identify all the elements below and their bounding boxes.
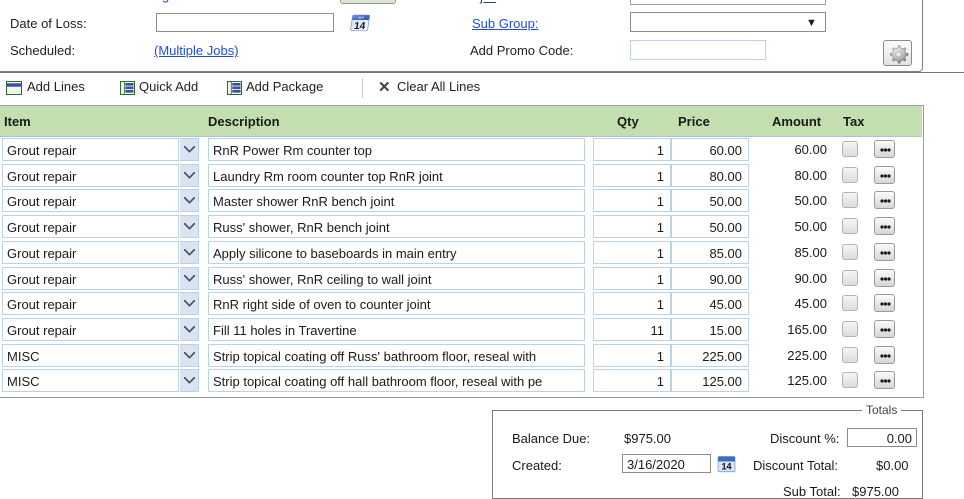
- svg-text:14: 14: [721, 461, 731, 471]
